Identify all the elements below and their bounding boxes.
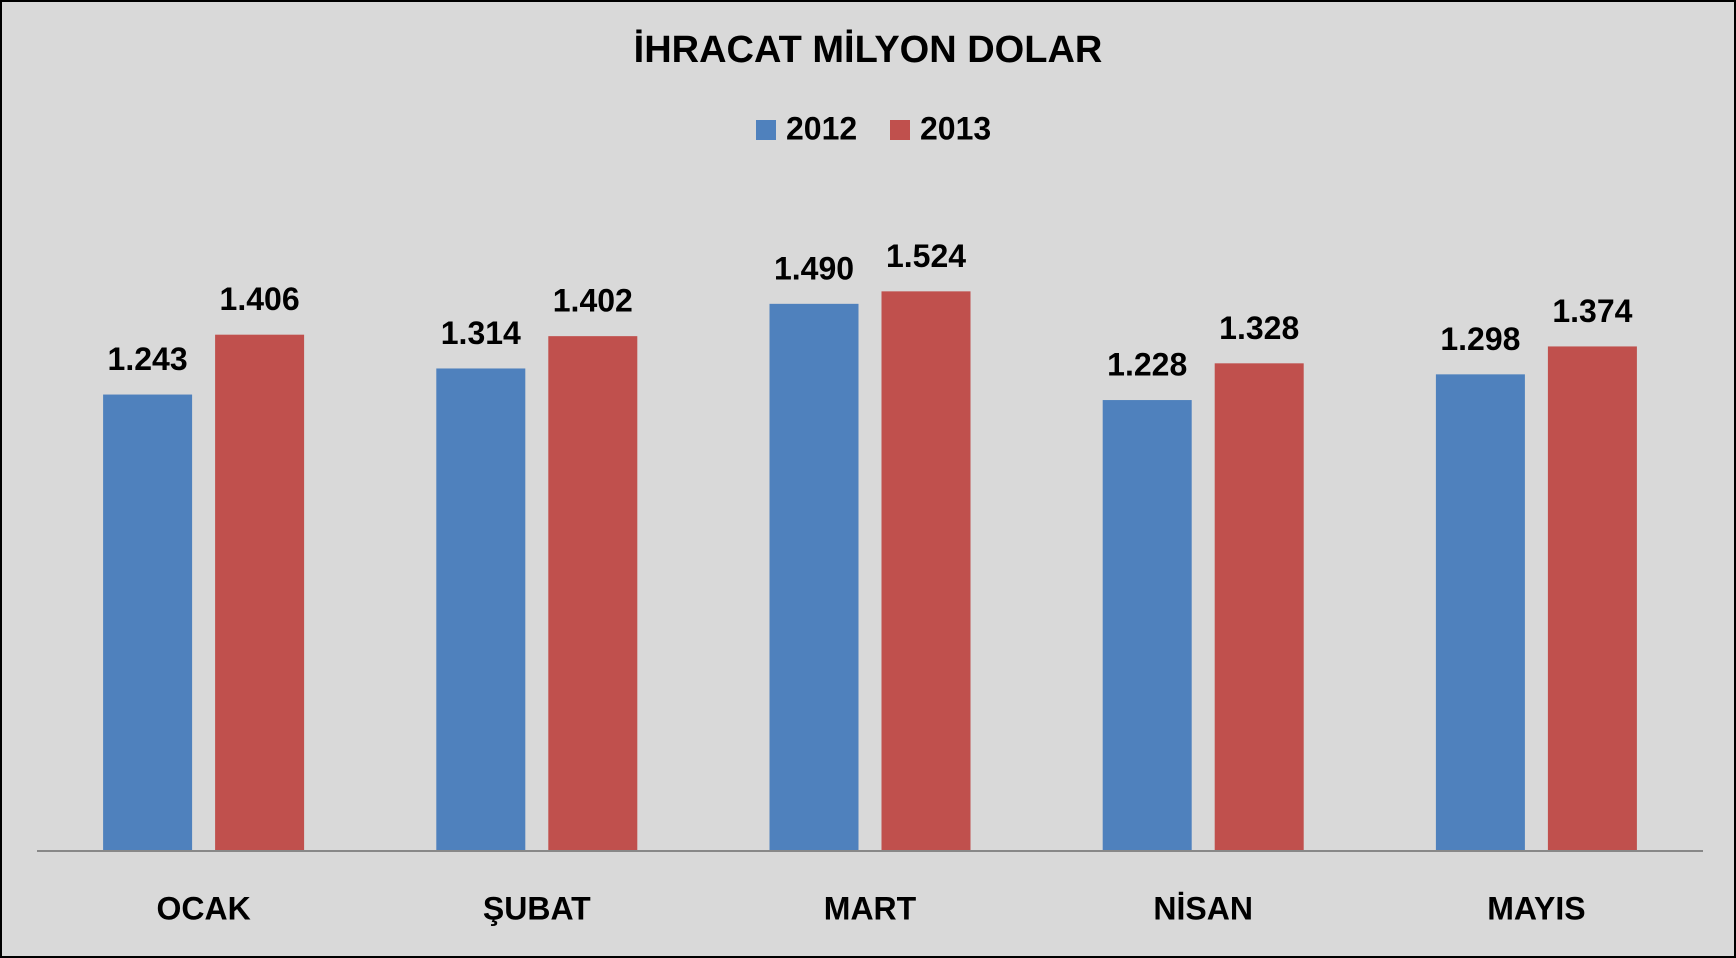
- bar: [436, 368, 526, 851]
- data-label: 1.524: [886, 238, 966, 274]
- data-label: 1.228: [1107, 347, 1187, 383]
- bar: [1435, 374, 1525, 851]
- data-label: 1.314: [441, 315, 521, 351]
- bar: [103, 394, 193, 851]
- data-label: 1.490: [774, 250, 854, 286]
- data-label: 1.328: [1219, 310, 1299, 346]
- x-tick-label: MAYIS: [1487, 890, 1585, 926]
- x-tick-label: OCAK: [156, 890, 250, 926]
- bar: [769, 303, 859, 852]
- data-label: 1.406: [220, 281, 300, 317]
- bar: [1547, 346, 1637, 851]
- bar: [1214, 363, 1304, 851]
- bar: [1102, 400, 1192, 851]
- data-label: 1.298: [1440, 321, 1520, 357]
- bar: [881, 291, 971, 851]
- data-label: 1.374: [1552, 293, 1632, 329]
- x-tick-label: NİSAN: [1153, 890, 1253, 926]
- chart-title: İHRACAT MİLYON DOLAR: [634, 29, 1103, 71]
- legend-swatch: [756, 120, 776, 140]
- x-tick-label: ŞUBAT: [483, 890, 591, 926]
- data-label: 1.243: [108, 341, 188, 377]
- x-tick-label: MART: [824, 890, 917, 926]
- bar: [215, 334, 305, 851]
- data-label: 1.402: [553, 283, 633, 319]
- legend-swatch: [890, 120, 910, 140]
- legend-label: 2013: [920, 110, 991, 146]
- bar: [548, 336, 638, 852]
- legend-label: 2012: [786, 110, 857, 146]
